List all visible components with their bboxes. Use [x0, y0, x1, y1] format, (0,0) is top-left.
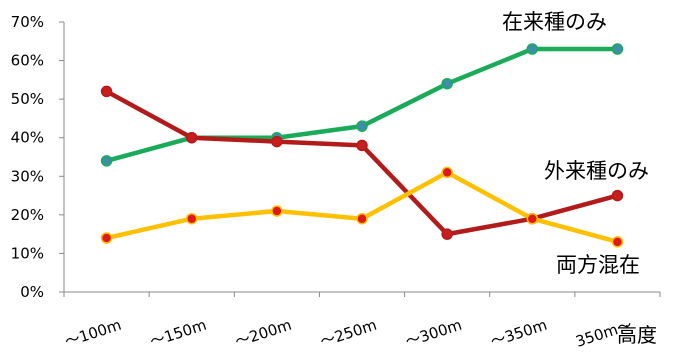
data-point — [356, 212, 368, 225]
x-tick-label: ～300m — [403, 316, 464, 351]
series-label-native-only: 在来種のみ — [502, 10, 607, 34]
data-point — [271, 135, 283, 148]
data-point — [611, 236, 624, 248]
y-tick-label: 70% — [11, 13, 44, 31]
x-tick-label: ～250m — [318, 316, 379, 351]
series-label-mixed: 両方混在 — [556, 253, 640, 277]
y-tick-label: 0% — [20, 283, 44, 301]
data-point — [441, 166, 453, 179]
x-tick-label: ～200m — [233, 316, 294, 351]
x-tick-label: ～350m — [488, 316, 549, 351]
data-point — [441, 77, 453, 90]
data-point — [611, 43, 624, 55]
data-point — [100, 155, 113, 167]
data-point — [441, 228, 453, 240]
data-point — [271, 205, 283, 217]
y-tick-label: 40% — [11, 129, 44, 147]
x-axis-title: 高度 — [617, 323, 657, 347]
series-label-alien-only: 外来種のみ — [544, 159, 649, 183]
data-point — [185, 131, 198, 144]
data-point — [356, 139, 368, 152]
series-line-1 — [104, 89, 620, 237]
x-tick-label: ～100m — [63, 316, 124, 351]
data-point — [526, 43, 539, 55]
data-point — [356, 120, 368, 132]
y-tick-label: 10% — [11, 244, 44, 262]
y-tick-label: 30% — [11, 167, 44, 185]
y-tick-label: 60% — [11, 52, 44, 70]
y-tick-label: 50% — [11, 90, 44, 108]
series-line-2 — [104, 170, 620, 245]
data-point — [611, 189, 624, 202]
series-layer — [100, 43, 624, 248]
data-point — [100, 85, 113, 98]
x-tick-label: ～150m — [148, 316, 209, 351]
data-point — [185, 212, 198, 225]
y-tick-label: 20% — [11, 206, 44, 224]
data-point — [100, 232, 113, 244]
data-point — [526, 212, 539, 225]
